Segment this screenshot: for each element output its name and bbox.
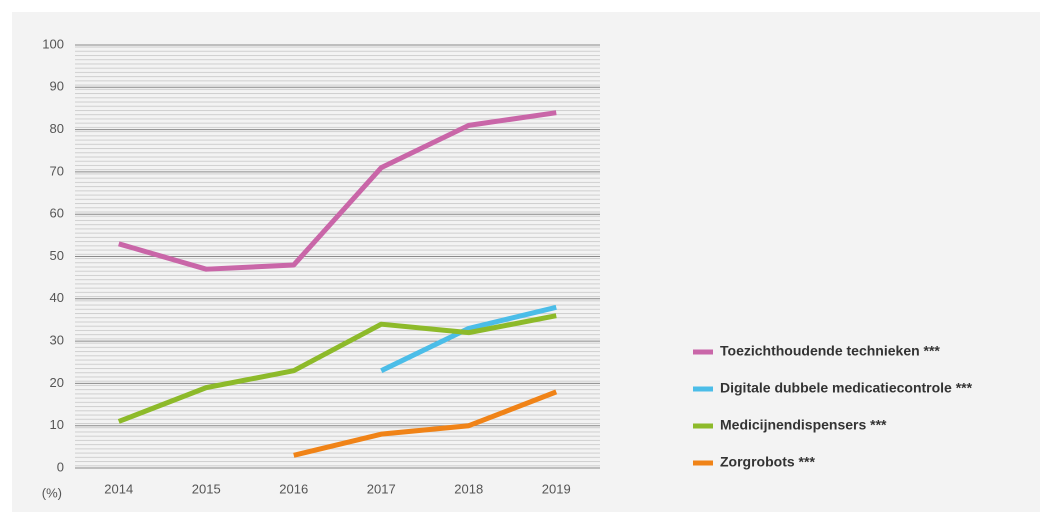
series-line [118,110,557,272]
y-tick-label: 0 [57,459,64,474]
series-line [380,304,557,373]
series-line [293,389,558,458]
y-tick-label: 50 [50,248,64,263]
legend-label: Zorgrobots *** [720,454,815,470]
legend-label: Digitale dubbele medicatiecontrole *** [720,380,973,396]
y-tick-label: 20 [50,375,64,390]
y-tick-label: 10 [50,417,64,432]
x-tick-label: 2017 [367,481,396,496]
y-tick-label: 70 [50,163,64,178]
y-tick-label: 100 [42,36,64,51]
x-tick-label: 2014 [104,481,133,496]
y-tick-label: 90 [50,79,64,94]
y-tick-label: 30 [50,333,64,348]
x-tick-label: 2018 [454,481,483,496]
y-tick-label: 60 [50,206,64,221]
x-tick-label: 2016 [279,481,308,496]
series-line [117,313,557,424]
legend-label: Toezichthoudende technieken *** [720,343,940,359]
legend-label: Medicijnendispensers *** [720,417,887,433]
y-tick-label: 40 [50,290,64,305]
y-axis-label: (%) [42,485,62,500]
x-tick-label: 2019 [542,481,571,496]
x-tick-label: 2015 [192,481,221,496]
y-tick-label: 80 [50,121,64,136]
